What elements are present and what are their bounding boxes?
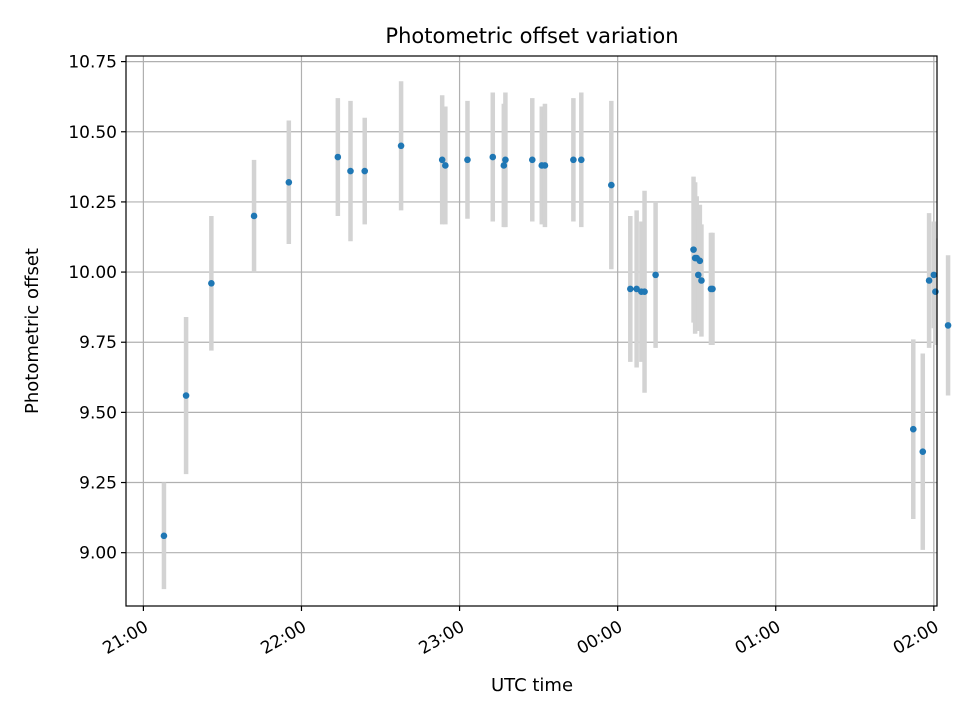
data-point	[932, 288, 939, 296]
data-point	[919, 448, 927, 455]
data-point	[285, 178, 293, 186]
data-point	[696, 257, 704, 265]
axis-ticks: 9.009.259.509.7510.0010.2510.5010.7521:0…	[68, 53, 942, 659]
data-point	[397, 142, 405, 150]
data-point	[944, 322, 952, 329]
y-tick-label: 10.50	[68, 123, 117, 143]
y-tick-label: 9.00	[79, 544, 117, 564]
data-point	[160, 532, 168, 540]
data-point	[627, 285, 634, 293]
x-axis-label: UTC time	[491, 675, 573, 696]
y-tick-label: 9.50	[79, 403, 117, 423]
data-point	[570, 156, 577, 164]
data-point	[334, 153, 342, 161]
data-point	[698, 277, 705, 284]
data-point	[361, 167, 369, 175]
data-point	[633, 285, 640, 293]
y-tick-label: 10.00	[68, 263, 117, 283]
data-point	[909, 425, 917, 433]
chart-title: Photometric offset variation	[385, 24, 678, 48]
y-tick-label: 9.75	[79, 333, 117, 353]
data-point	[577, 156, 585, 164]
plot-frame	[125, 55, 938, 607]
data-point	[442, 162, 449, 169]
y-tick-label: 10.75	[68, 53, 117, 73]
data-point	[930, 271, 938, 279]
data-point	[464, 156, 471, 164]
data-point	[925, 277, 933, 284]
data-point	[438, 156, 446, 164]
data-point	[528, 156, 536, 164]
y-tick-label: 10.25	[68, 193, 117, 213]
data-point	[489, 153, 497, 161]
data-points	[160, 142, 952, 540]
data-point	[347, 167, 354, 175]
data-point	[652, 271, 659, 279]
y-axis-label: Photometric offset	[22, 248, 43, 414]
data-point	[608, 181, 615, 189]
data-point	[709, 285, 716, 293]
data-point	[690, 246, 697, 253]
data-point	[541, 162, 549, 169]
data-point	[641, 288, 648, 296]
data-point	[208, 279, 215, 287]
y-tick-label: 9.25	[79, 474, 117, 494]
data-point	[502, 156, 509, 164]
data-point	[500, 162, 508, 169]
data-point	[694, 271, 702, 279]
data-point	[182, 392, 190, 399]
data-point	[250, 212, 258, 220]
